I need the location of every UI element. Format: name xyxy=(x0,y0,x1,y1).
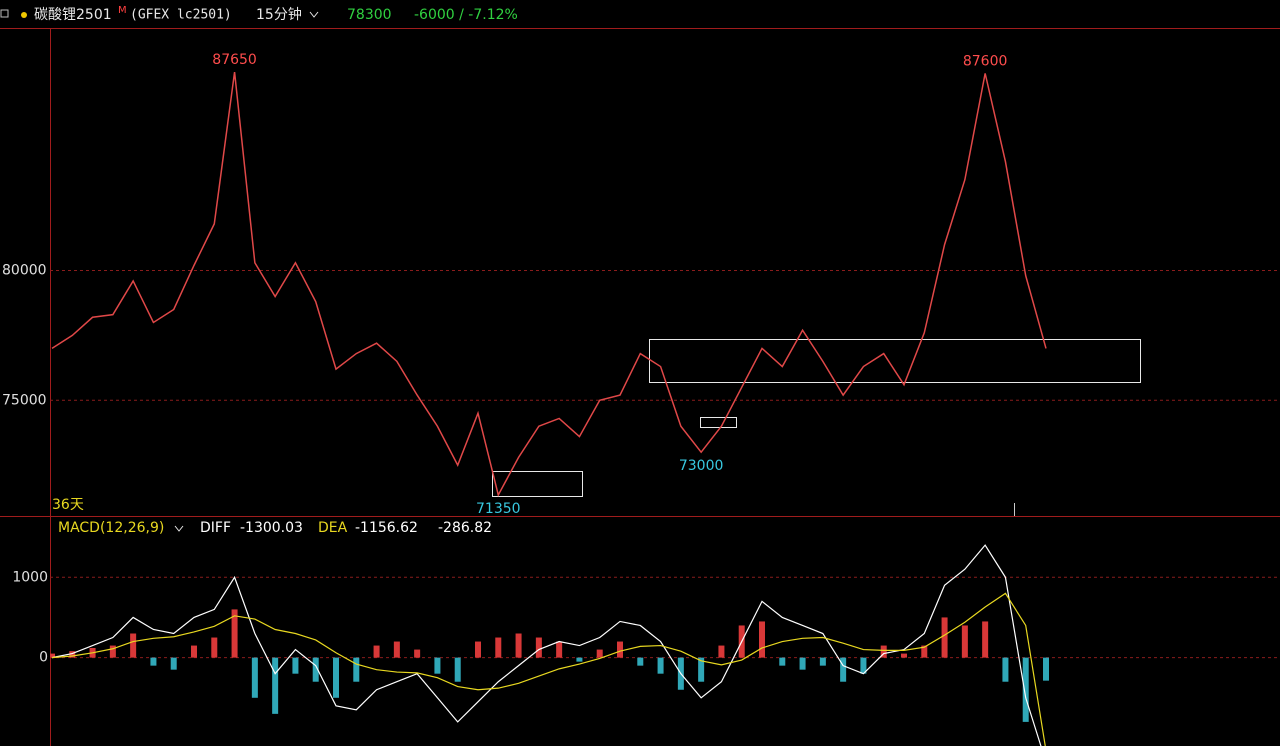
macd-bar xyxy=(961,625,968,658)
macd-bar xyxy=(617,641,623,658)
macd-bar xyxy=(109,645,116,658)
macd-bar xyxy=(191,645,197,658)
y-tick-label: 80000 xyxy=(2,263,47,279)
macd-bar xyxy=(150,657,157,666)
box xyxy=(492,471,583,497)
macd-bar xyxy=(596,649,603,658)
macd-bar xyxy=(231,609,238,658)
macd-bar xyxy=(799,657,806,670)
legend-macd-value: -286.82 xyxy=(438,520,492,536)
macd-bar xyxy=(860,657,867,674)
macd-bar xyxy=(454,657,461,682)
macd-bar xyxy=(333,657,339,698)
macd-bar xyxy=(312,657,319,682)
macd-bar xyxy=(556,641,563,658)
macd-bar xyxy=(353,657,360,682)
macd-bar xyxy=(576,657,583,662)
panel xyxy=(50,71,1280,498)
panel xyxy=(50,544,1280,746)
macd-bar xyxy=(901,653,907,658)
macd-bar xyxy=(880,645,887,658)
macd-bar xyxy=(292,657,299,674)
macd-bar xyxy=(211,637,218,658)
macd-bar xyxy=(718,645,725,658)
macd-bar xyxy=(982,621,989,658)
y-tick-label: 1000 xyxy=(12,569,48,585)
extreme-label: 87650 xyxy=(212,52,257,68)
legend-dea-value: -1156.62 xyxy=(355,520,418,536)
instrument-name: 碳酸锂2501 xyxy=(34,7,112,23)
macd-bar xyxy=(495,637,502,658)
price-line xyxy=(51,71,1047,498)
macd-bar xyxy=(272,657,279,714)
macd-bar xyxy=(637,657,644,666)
main-contract-mark: M xyxy=(118,5,127,16)
macd-bar xyxy=(759,621,765,658)
period[interactable]: 15分钟 xyxy=(256,6,302,23)
macd-bar xyxy=(170,657,177,670)
macd-bar xyxy=(657,657,664,674)
legend-dea: DEA xyxy=(318,520,348,536)
legend-diff: DIFF xyxy=(200,520,231,536)
macd-bar xyxy=(698,657,705,682)
macd-bar xyxy=(1002,657,1009,682)
extreme-label: 87600 xyxy=(963,53,1008,69)
macd-bar xyxy=(535,637,542,658)
macd-line xyxy=(51,592,1046,746)
last-price: 78300 xyxy=(347,7,392,23)
legend-diff-value: -1300.03 xyxy=(240,520,303,536)
macd-bar xyxy=(1043,657,1049,681)
extreme-label: 73000 xyxy=(679,458,724,474)
macd-bar xyxy=(393,641,400,658)
macd-bar xyxy=(515,633,522,658)
box xyxy=(649,339,1141,383)
macd-bar xyxy=(130,633,137,658)
y-tick-label: 75000 xyxy=(2,392,47,408)
duration: 36天 xyxy=(52,497,84,513)
indicator-name[interactable]: MACD(12,26,9) xyxy=(58,520,164,536)
macd-bar xyxy=(414,649,421,658)
macd-bar xyxy=(921,645,928,658)
symbol: (GFEX lc2501) xyxy=(130,8,232,23)
period-dropdown[interactable] xyxy=(309,11,319,18)
macd-bar xyxy=(69,651,76,658)
macd-bar xyxy=(434,657,441,674)
box xyxy=(700,417,737,428)
indicator-dropdown[interactable] xyxy=(174,525,184,532)
y-tick-label: 0 xyxy=(39,650,48,666)
macd-bar xyxy=(373,645,380,658)
macd-bar xyxy=(819,657,826,666)
extreme-label: 71350 xyxy=(476,501,521,517)
macd-bar xyxy=(50,653,55,658)
macd-bar xyxy=(1022,657,1029,722)
macd-bar xyxy=(779,657,786,666)
macd-bar xyxy=(941,617,948,658)
status-dot xyxy=(21,12,27,18)
menu-icon[interactable] xyxy=(0,9,9,18)
macd-bar xyxy=(840,657,847,682)
macd-bar xyxy=(475,641,481,658)
macd-bar xyxy=(251,657,258,698)
macd-line xyxy=(51,544,1042,746)
price-change: -6000 / -7.12% xyxy=(414,7,518,23)
